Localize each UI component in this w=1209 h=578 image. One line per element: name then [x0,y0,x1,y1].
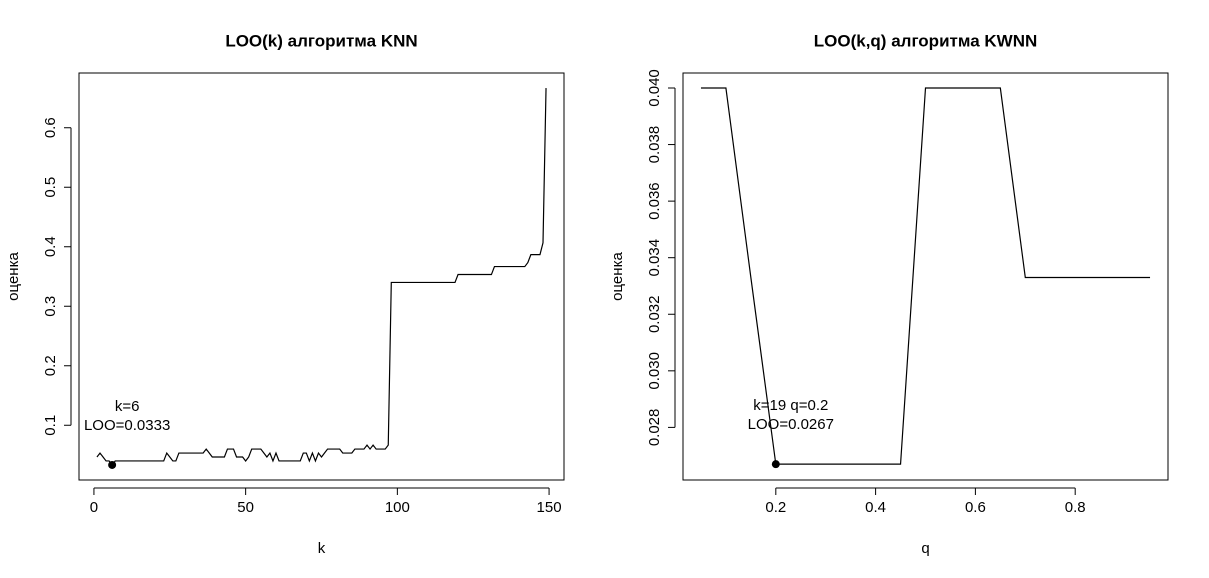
y-tick-label: 0.034 [646,239,663,277]
annotation: k=19 q=0.2 [753,397,828,414]
x-tick-label: 50 [237,499,254,516]
y-tick-label: 0.030 [646,352,663,390]
highlight-point [108,460,117,469]
x-axis-label: q [921,540,929,557]
x-tick-label: 100 [385,499,410,516]
annotation: LOO=0.0333 [84,417,170,434]
x-tick-label: 0.6 [965,499,986,516]
x-tick-label: 0.2 [765,499,786,516]
data-line [96,88,547,466]
y-tick-label: 0.038 [646,126,663,164]
x-tick-label: 150 [537,499,562,516]
annotation: k=6 [115,398,140,415]
chart-title: LOO(k,q) алгоритма KWNN [814,31,1038,50]
y-tick-label: 0.1 [42,415,59,436]
y-tick-label: 0.4 [42,236,59,257]
y-axis-label: оценка [609,252,626,301]
x-tick-label: 0.4 [865,499,886,516]
chart-title: LOO(k) алгоритма KNN [225,31,417,50]
y-tick-label: 0.3 [42,296,59,317]
annotation: LOO=0.0267 [748,416,834,433]
x-axis-label: k [318,540,326,557]
y-tick-label: 0.5 [42,177,59,198]
y-axis-label: оценка [5,252,22,301]
plot-frame [682,72,1169,481]
y-tick-label: 0.040 [646,69,663,107]
plot-frame [78,72,565,481]
highlight-point [771,460,780,469]
y-tick-label: 0.6 [42,117,59,138]
x-tick-label: 0 [90,499,98,516]
y-tick-label: 0.2 [42,355,59,376]
x-tick-label: 0.8 [1065,499,1086,516]
y-tick-label: 0.036 [646,182,663,220]
y-tick-label: 0.032 [646,295,663,333]
y-tick-label: 0.028 [646,409,663,447]
